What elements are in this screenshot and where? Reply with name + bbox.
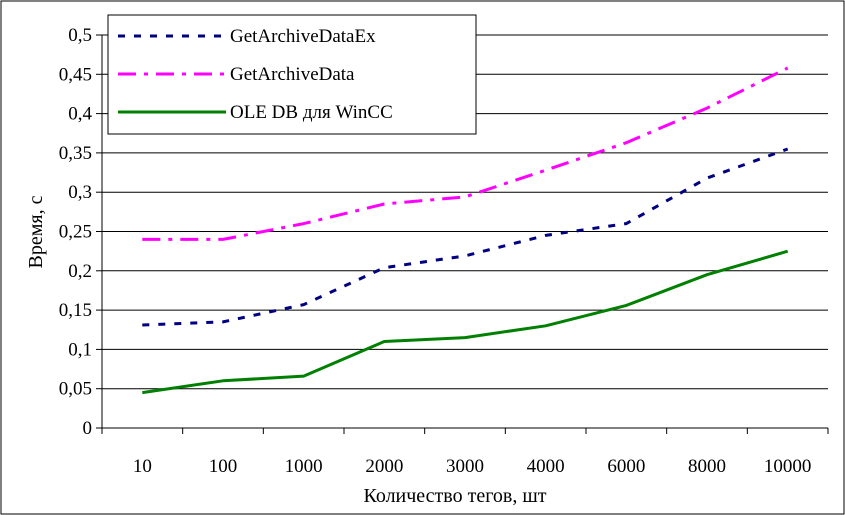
x-tick-label: 4000	[527, 456, 565, 477]
y-tick-labels: 0 0,05 0,1 0,15 0,2 0,25 0,3 0,35 0,4 0,45 0,5	[59, 25, 93, 439]
y-tick-label: 0,35	[59, 143, 92, 164]
legend-label-1: GetArchiveDataEx	[230, 26, 376, 47]
x-tick-label: 10000	[764, 456, 812, 477]
x-tick-label: 100	[209, 456, 238, 477]
y-tick-label: 0,1	[68, 339, 92, 360]
x-tick-label: 2000	[365, 456, 403, 477]
series-line-3	[142, 249, 789, 395]
y-tick-label: 0,05	[59, 379, 92, 400]
x-tick-label: 6000	[607, 456, 645, 477]
legend: GetArchiveDataEx GetArchiveData OLE DB для…	[107, 14, 477, 135]
y-tick-label: 0,2	[68, 261, 92, 282]
y-tick-label: 0,4	[68, 104, 92, 125]
legend-label-3: OLE DB для WinCC	[230, 102, 393, 123]
x-tick-labels: 10 100 1000 2000 3000 4000 6000 8000 10000	[133, 456, 812, 477]
x-tick-label: 10	[133, 456, 152, 477]
y-tick-label: 0,15	[59, 300, 92, 321]
y-tick-label: 0,45	[59, 64, 92, 85]
y-tick-label: 0,5	[68, 25, 92, 46]
y-tick-label: 0	[83, 418, 93, 439]
y-axis-title: Время, с	[25, 195, 47, 268]
x-axis-title: Количество тегов, шт	[363, 485, 546, 507]
x-tick-label: 8000	[688, 456, 726, 477]
x-tick-label: 3000	[446, 456, 484, 477]
series-lines	[142, 66, 789, 395]
y-tick-label: 0,3	[68, 182, 92, 203]
y-tick-label: 0,25	[59, 222, 92, 243]
axes	[101, 35, 829, 434]
x-tick-label: 1000	[285, 456, 323, 477]
legend-label-2: GetArchiveData	[230, 64, 355, 85]
